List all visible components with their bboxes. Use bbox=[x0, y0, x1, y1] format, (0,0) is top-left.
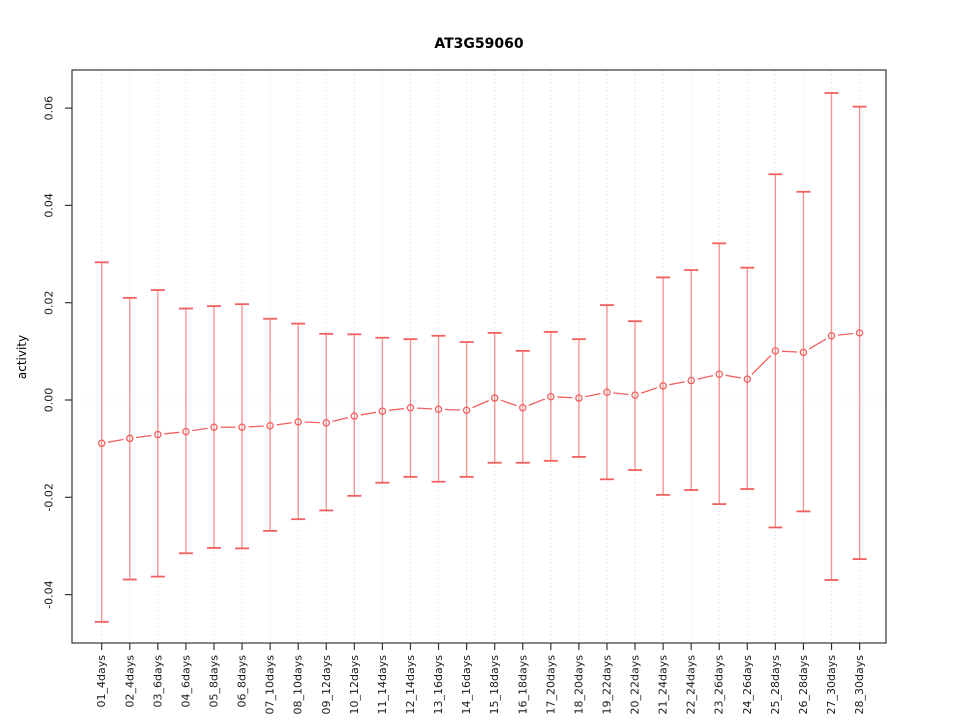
x-tick-label: 18_20days bbox=[572, 655, 585, 715]
x-tick-label: 11_14days bbox=[376, 655, 389, 715]
y-tick-label: 0.02 bbox=[43, 290, 56, 315]
x-tick-label: 07_10days bbox=[264, 655, 277, 715]
data-point bbox=[350, 412, 359, 420]
series-segment bbox=[192, 427, 208, 432]
series-segment bbox=[613, 392, 629, 396]
series-segment bbox=[136, 434, 152, 439]
series-segment bbox=[445, 408, 461, 411]
x-tick-label: 06_8days bbox=[236, 655, 249, 708]
x-tick-label: 03_6days bbox=[151, 655, 164, 708]
y-tick-label: 0.04 bbox=[43, 193, 56, 218]
x-tick-label: 02_4days bbox=[123, 655, 136, 708]
series-segment bbox=[725, 374, 742, 379]
data-point bbox=[519, 404, 527, 412]
y-tick-label: 0.06 bbox=[43, 96, 56, 121]
y-tick-label: -0.02 bbox=[43, 483, 56, 511]
data-point bbox=[406, 404, 415, 412]
series-segment bbox=[107, 438, 124, 443]
data-point bbox=[322, 419, 331, 427]
series-segment bbox=[248, 425, 264, 428]
series-segment bbox=[669, 381, 685, 386]
series-segment bbox=[808, 338, 827, 350]
x-tick-label: 05_8days bbox=[207, 655, 220, 708]
series-segment bbox=[528, 398, 546, 406]
x-tick-label: 04_6days bbox=[179, 655, 192, 708]
x-tick-label: 23_26days bbox=[713, 655, 726, 715]
data-point bbox=[659, 382, 667, 390]
series-segment bbox=[500, 399, 517, 407]
series-segment bbox=[332, 416, 349, 422]
x-tick-label: 22_24days bbox=[685, 655, 698, 715]
x-tick-label: 14_16days bbox=[460, 655, 473, 715]
series-segment bbox=[585, 392, 601, 398]
y-tick-label: -0.04 bbox=[43, 580, 56, 608]
data-point bbox=[771, 347, 780, 355]
x-tick-label: 21_24days bbox=[657, 655, 670, 715]
x-tick-label: 24_26days bbox=[741, 655, 754, 715]
x-tick-label: 12_14days bbox=[404, 655, 417, 715]
data-point bbox=[715, 370, 723, 378]
series-segment bbox=[388, 407, 405, 412]
data-point bbox=[154, 430, 162, 439]
x-tick-label: 20_22days bbox=[629, 655, 642, 715]
x-tick-label: 09_12days bbox=[320, 655, 333, 715]
data-point bbox=[97, 439, 106, 448]
data-point bbox=[266, 422, 274, 430]
y-tick-label: 0.00 bbox=[43, 388, 56, 413]
data-point bbox=[238, 423, 246, 431]
x-tick-label: 08_10days bbox=[292, 655, 305, 715]
x-tick-label: 10_12days bbox=[348, 655, 361, 715]
x-tick-label: 13_16days bbox=[432, 655, 445, 715]
series-segment bbox=[416, 407, 433, 410]
data-point bbox=[603, 388, 611, 396]
series-segment bbox=[304, 421, 320, 424]
data-point bbox=[631, 391, 639, 399]
data-point bbox=[827, 332, 836, 340]
x-tick-label: 26_28days bbox=[797, 655, 810, 715]
x-tick-label: 19_22days bbox=[600, 655, 613, 715]
data-point bbox=[547, 392, 555, 401]
data-point bbox=[575, 394, 583, 402]
data-point bbox=[378, 407, 387, 415]
plot-box bbox=[71, 69, 887, 644]
x-tick-label: 16_18days bbox=[516, 655, 529, 715]
data-point bbox=[462, 406, 471, 414]
data-point bbox=[743, 375, 752, 383]
series-segment bbox=[641, 387, 658, 394]
series-segment bbox=[472, 400, 489, 409]
series-segment bbox=[751, 355, 772, 375]
series-segment bbox=[557, 396, 573, 399]
data-point bbox=[434, 405, 443, 413]
series-segment bbox=[697, 375, 714, 380]
x-tick-label: 28_30days bbox=[853, 655, 866, 715]
data-point bbox=[210, 423, 218, 431]
series-segment bbox=[837, 332, 854, 336]
series-segment bbox=[781, 350, 797, 353]
x-tick-label: 15_18days bbox=[488, 655, 501, 715]
x-tick-label: 17_20days bbox=[544, 655, 557, 715]
x-tick-label: 25_28days bbox=[769, 655, 782, 715]
data-point bbox=[799, 348, 808, 357]
data-point bbox=[490, 394, 499, 402]
x-tick-label: 01_4days bbox=[95, 655, 108, 708]
series-segment bbox=[276, 422, 292, 426]
data-point bbox=[855, 329, 864, 337]
data-point bbox=[294, 418, 302, 426]
series-segment bbox=[164, 431, 180, 435]
data-point bbox=[126, 434, 134, 443]
series-segment bbox=[360, 411, 377, 416]
data-point bbox=[182, 427, 190, 436]
x-tick-label: 27_30days bbox=[825, 655, 838, 715]
chart-title: AT3G59060 bbox=[434, 36, 524, 52]
data-point bbox=[687, 376, 695, 385]
